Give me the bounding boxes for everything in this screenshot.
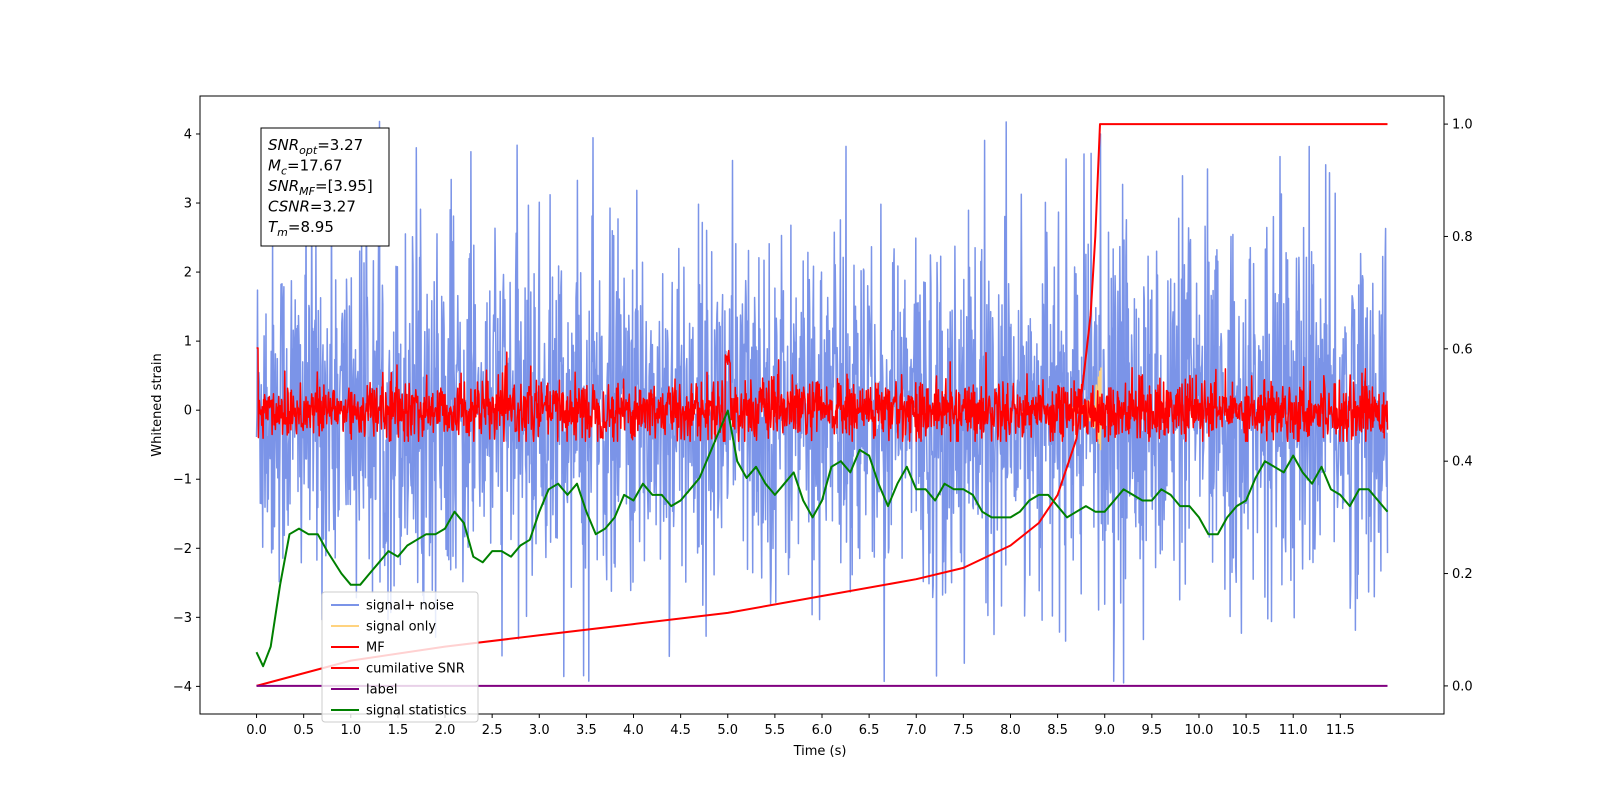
y-tick-label: −2 <box>173 542 192 557</box>
x-tick-label: 10.5 <box>1232 723 1261 738</box>
y2-tick-label: 0.0 <box>1452 679 1473 694</box>
y-axis-ticks: 4 3 2 1 0 −1 −2 −3 −4 <box>173 127 200 695</box>
info-line: Tm=8.95 <box>268 218 334 239</box>
x-tick-label: 1.0 <box>340 723 361 738</box>
x-tick-label: 0.5 <box>293 723 314 738</box>
legend-label: label <box>366 683 397 698</box>
mf-line <box>256 347 1389 443</box>
x-tick-label: 10.0 <box>1184 723 1213 738</box>
y2-tick-label: 0.8 <box>1452 230 1473 245</box>
y-tick-label: 1 <box>184 335 192 350</box>
y-axis-label: Whitened strain <box>150 353 165 456</box>
legend-label: signal+ noise <box>366 599 454 614</box>
x-tick-label: 3.0 <box>529 723 550 738</box>
info-line: Mc=17.67 <box>268 157 343 178</box>
x-tick-label: 3.5 <box>576 723 597 738</box>
legend-label: signal only <box>366 620 436 635</box>
y2-tick-label: 0.2 <box>1452 567 1473 582</box>
y-tick-label: −1 <box>173 473 192 488</box>
x-tick-label: 6.0 <box>812 723 833 738</box>
y2-tick-label: 1.0 <box>1452 118 1473 133</box>
info-line: CSNR=3.27 <box>268 198 356 216</box>
x-tick-label: 2.0 <box>435 723 456 738</box>
legend-items: signal+ noise signal only MF cumilative SNR… <box>331 599 467 719</box>
y-tick-label: −3 <box>173 611 192 626</box>
x-tick-label: 8.5 <box>1047 723 1068 738</box>
info-box: SNRopt=3.27Mc=17.67SNRMF=[3.95]CSNR=3.27… <box>260 127 390 247</box>
x-tick-label: 11.0 <box>1279 723 1308 738</box>
x-tick-label: 4.0 <box>623 723 644 738</box>
x-axis-ticks: 0.0 0.5 1.0 1.5 2.0 2.5 3.0 3.5 4.0 4.5 5.0 5.5 6.0 6… <box>246 714 1355 738</box>
signal-statistics-line <box>255 409 1389 668</box>
y-tick-label: 0 <box>184 404 192 419</box>
y-tick-label: 2 <box>184 266 192 281</box>
y2-tick-label: 0.4 <box>1452 455 1473 470</box>
legend-label: MF <box>366 641 385 656</box>
legend-label: cumilative SNR <box>366 662 465 677</box>
x-tick-label: 7.0 <box>906 723 927 738</box>
x-tick-label: 5.5 <box>765 723 786 738</box>
legend: signal+ noise signal only MF cumilative SNR… <box>321 591 479 723</box>
x-tick-label: 5.0 <box>717 723 738 738</box>
cumulative-snr-line <box>256 123 1388 687</box>
legend-label: signal statistics <box>366 704 467 719</box>
x-axis-label: Time (s) <box>793 744 847 759</box>
y2-tick-label: 0.6 <box>1452 342 1473 357</box>
info-line: SNRMF=[3.95] <box>268 177 373 198</box>
x-tick-label: 0.0 <box>246 723 267 738</box>
x-tick-label: 1.5 <box>388 723 409 738</box>
series-layer <box>255 120 1389 687</box>
y2-axis-ticks: 1.0 0.8 0.6 0.4 0.2 0.0 <box>1444 118 1473 694</box>
info-line: SNRopt=3.27 <box>268 136 363 157</box>
y-tick-label: 4 <box>184 127 192 142</box>
x-tick-label: 11.5 <box>1326 723 1355 738</box>
x-tick-label: 9.5 <box>1142 723 1163 738</box>
info-lines: SNRopt=3.27Mc=17.67SNRMF=[3.95]CSNR=3.27… <box>268 136 373 239</box>
legend-frame <box>321 591 479 723</box>
x-tick-label: 7.5 <box>953 723 974 738</box>
x-tick-label: 8.0 <box>1000 723 1021 738</box>
x-tick-label: 9.0 <box>1094 723 1115 738</box>
x-tick-label: 6.5 <box>859 723 880 738</box>
x-tick-label: 4.5 <box>670 723 691 738</box>
y-tick-label: 3 <box>184 197 192 212</box>
y-tick-label: −4 <box>173 680 192 695</box>
info-box-frame <box>260 127 390 247</box>
x-tick-label: 2.5 <box>482 723 503 738</box>
